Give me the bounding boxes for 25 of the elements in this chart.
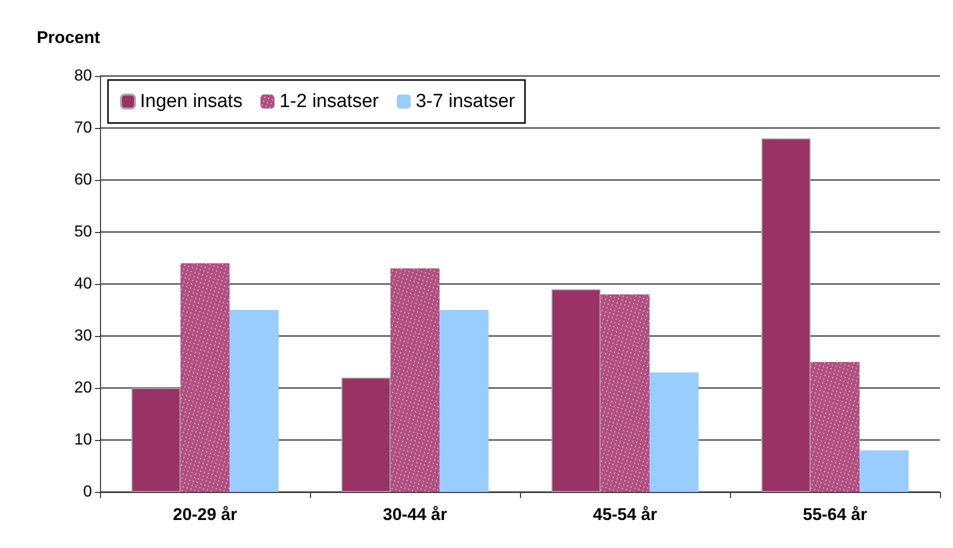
legend-label: 1-2 insatser xyxy=(279,91,380,112)
x-tick-label: 20-29 år xyxy=(172,505,238,524)
x-tick-label: 45-54 år xyxy=(592,505,658,524)
bar xyxy=(230,310,278,492)
y-tick-label: 80 xyxy=(74,68,92,84)
bar xyxy=(552,289,600,492)
y-tick-label: 70 xyxy=(74,120,92,136)
bar xyxy=(342,378,390,492)
y-tick-label: 50 xyxy=(74,224,92,240)
bar xyxy=(860,450,908,492)
y-tick-label: 0 xyxy=(83,484,92,500)
y-tick-label: 20 xyxy=(74,380,92,396)
y-tick-label: 30 xyxy=(74,328,92,344)
y-tick-label: 60 xyxy=(74,172,92,188)
y-tick-label: 10 xyxy=(74,432,92,448)
bar xyxy=(650,372,698,492)
x-tick-label: 30-44 år xyxy=(382,505,448,524)
bar xyxy=(762,138,810,492)
bar xyxy=(132,388,180,492)
legend-label: Ingen insats xyxy=(140,91,242,112)
y-axis-title: Procent xyxy=(36,28,100,47)
y-tick-label: 40 xyxy=(74,276,92,292)
bar xyxy=(440,310,488,492)
x-tick-label: 55-64 år xyxy=(802,505,868,524)
legend-label: 3-7 insatser xyxy=(416,91,516,112)
